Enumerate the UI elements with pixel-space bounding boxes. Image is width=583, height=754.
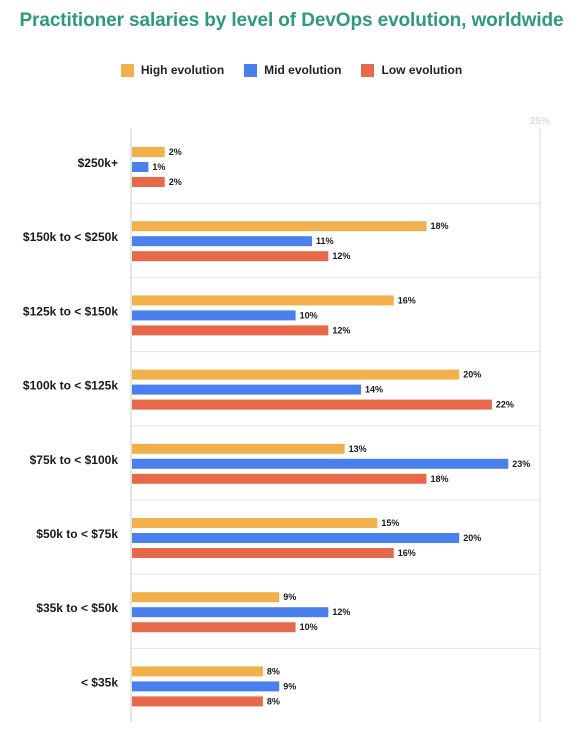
legend-label-mid: Mid evolution (264, 63, 342, 77)
bar-value-label: 13% (349, 444, 367, 454)
bar (132, 369, 460, 380)
category-label: $75k to < $100k (30, 453, 119, 467)
bar (132, 236, 312, 247)
category-label: $100k to < $125k (23, 379, 118, 393)
chart-legend: High evolution Mid evolution Low evoluti… (0, 63, 583, 77)
bar (132, 251, 329, 262)
legend-swatch-low (361, 63, 375, 77)
bar-value-label: 20% (463, 370, 481, 380)
bar (132, 666, 263, 677)
bar-value-label: 2% (169, 177, 182, 187)
category-label: $150k to < $250k (23, 230, 118, 244)
bar-value-label: 9% (283, 592, 296, 602)
category-label: $50k to < $75k (36, 527, 118, 541)
bar (132, 622, 296, 633)
category-label: $250k+ (78, 156, 118, 170)
bar-value-label: 12% (332, 325, 350, 335)
bar (132, 310, 296, 321)
bar-value-label: 20% (463, 533, 481, 543)
legend-label-low: Low evolution (381, 63, 463, 77)
bar-value-label: 1% (152, 162, 165, 172)
legend-item-mid: Mid evolution (244, 63, 341, 77)
bar (132, 147, 165, 157)
bar-value-label: 12% (332, 607, 350, 617)
legend-item-high: High evolution (120, 63, 225, 77)
bar-value-label: 11% (316, 236, 334, 246)
legend-swatch-high (120, 63, 134, 77)
bar (132, 325, 329, 336)
bar-value-label: 10% (300, 622, 318, 632)
chart-title: Practitioner salaries by level of DevOps… (19, 10, 564, 31)
x-tick-label: 25% (530, 116, 550, 127)
bar-value-label: 18% (430, 221, 448, 231)
bar (132, 592, 280, 603)
bar (132, 473, 427, 484)
bar (132, 607, 329, 618)
legend-swatch-mid (244, 63, 258, 77)
category-label: $125k to < $150k (23, 304, 118, 318)
bar (132, 177, 165, 187)
legend-item-low: Low evolution (361, 63, 462, 77)
bar-value-label: 23% (512, 459, 530, 469)
category-label: < $35k (81, 675, 118, 689)
bar (132, 681, 280, 692)
legend-label-high: High evolution (140, 63, 225, 77)
bar (132, 443, 345, 454)
bar-value-label: 12% (332, 251, 350, 261)
bar-value-label: 9% (283, 681, 296, 691)
bar-value-label: 8% (267, 666, 280, 676)
bar-value-label: 10% (300, 310, 318, 320)
bar (132, 458, 509, 469)
bar-value-label: 16% (398, 548, 416, 558)
category-label: $35k to < $50k (36, 601, 118, 615)
bar (132, 384, 362, 395)
bar-value-label: 16% (398, 295, 416, 305)
bar (132, 162, 149, 172)
bar (132, 295, 394, 306)
bar (132, 518, 378, 528)
bar (132, 548, 394, 558)
bar-value-label: 2% (169, 147, 182, 157)
bar-value-label: 8% (267, 696, 280, 706)
bar-value-label: 14% (365, 385, 383, 395)
bar-value-label: 18% (430, 474, 448, 484)
bar (132, 696, 263, 707)
bar (132, 399, 492, 410)
bar (132, 221, 427, 232)
bar-value-label: 15% (381, 518, 399, 528)
bar (132, 533, 460, 543)
bar-value-label: 22% (496, 400, 514, 410)
